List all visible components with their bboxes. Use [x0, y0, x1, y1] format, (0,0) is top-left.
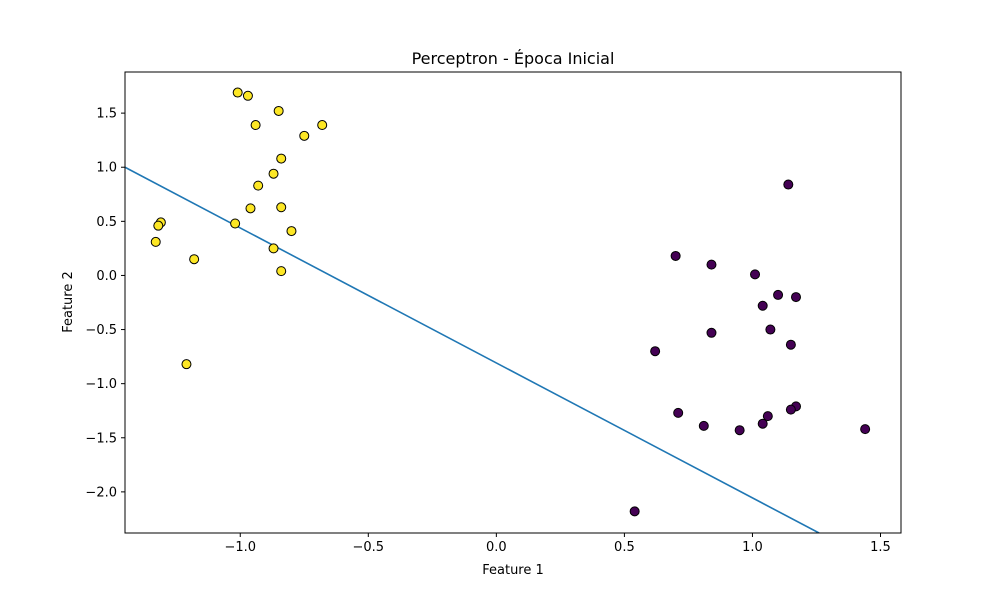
x-tick-label: 1.5 [870, 540, 891, 555]
data-point-purple [629, 506, 640, 517]
data-point-yellow [245, 203, 256, 214]
data-point-yellow [286, 226, 297, 237]
data-point-purple [785, 339, 796, 350]
data-point-yellow [232, 87, 243, 98]
data-point-yellow [153, 220, 164, 231]
y-tick-label: 1.0 [96, 161, 117, 176]
data-point-purple [783, 179, 794, 190]
x-tick-label: 0.0 [486, 540, 507, 555]
data-point-yellow [250, 120, 261, 131]
decision-boundary-line [125, 166, 820, 533]
x-tick-label: 1.0 [742, 540, 763, 555]
y-axis-label: Feature 2 [61, 271, 76, 333]
plot-frame [124, 71, 902, 534]
data-point-yellow [181, 359, 192, 370]
data-point-purple [706, 327, 717, 338]
plot-area [125, 87, 871, 533]
data-point-purple [765, 324, 776, 335]
data-points-layer [150, 87, 871, 517]
y-tick-label: −0.5 [85, 323, 117, 338]
data-point-yellow [317, 120, 328, 131]
data-point-yellow [268, 168, 279, 179]
data-point-purple [673, 407, 684, 418]
data-point-purple [734, 425, 745, 436]
decision-boundary-layer [125, 166, 820, 533]
data-point-purple [698, 420, 709, 431]
data-point-purple [785, 404, 796, 415]
data-point-yellow [299, 130, 310, 141]
x-axis-ticks: −1.0 −0.5 0.0 0.5 1.0 1.5 [224, 533, 891, 555]
y-tick-label: 0.5 [96, 215, 117, 230]
x-tick-label: 0.5 [614, 540, 635, 555]
data-point-purple [750, 269, 761, 280]
data-point-yellow [253, 180, 264, 191]
y-tick-label: −2.0 [85, 485, 117, 500]
data-point-purple [762, 411, 773, 422]
chart-title: Perceptron - Época Inicial [412, 49, 615, 68]
data-point-yellow [273, 105, 284, 116]
y-tick-label: −1.5 [85, 431, 117, 446]
data-point-purple [650, 346, 661, 357]
y-tick-label: −1.0 [85, 377, 117, 392]
data-point-purple [757, 418, 768, 429]
y-axis-ticks: −2.0 −1.5 −1.0 −0.5 0.0 0.5 1.0 1.5 [85, 107, 125, 500]
data-point-purple [790, 292, 801, 303]
data-point-yellow [150, 236, 161, 247]
data-point-purple [773, 289, 784, 300]
x-tick-label: −0.5 [353, 540, 385, 555]
data-point-purple [757, 300, 768, 311]
data-point-yellow [189, 254, 200, 265]
data-point-yellow [268, 243, 279, 254]
data-point-purple [706, 259, 717, 270]
x-tick-label: −1.0 [224, 540, 256, 555]
data-point-yellow [242, 90, 253, 101]
x-axis-label: Feature 1 [482, 563, 544, 578]
data-point-purple [860, 424, 871, 435]
y-tick-label: 0.0 [96, 269, 117, 284]
y-tick-label: 1.5 [96, 107, 117, 122]
data-point-purple [670, 250, 681, 261]
data-point-yellow [276, 266, 287, 277]
data-point-yellow [276, 153, 287, 164]
data-point-yellow [230, 218, 241, 229]
data-point-yellow [276, 202, 287, 213]
